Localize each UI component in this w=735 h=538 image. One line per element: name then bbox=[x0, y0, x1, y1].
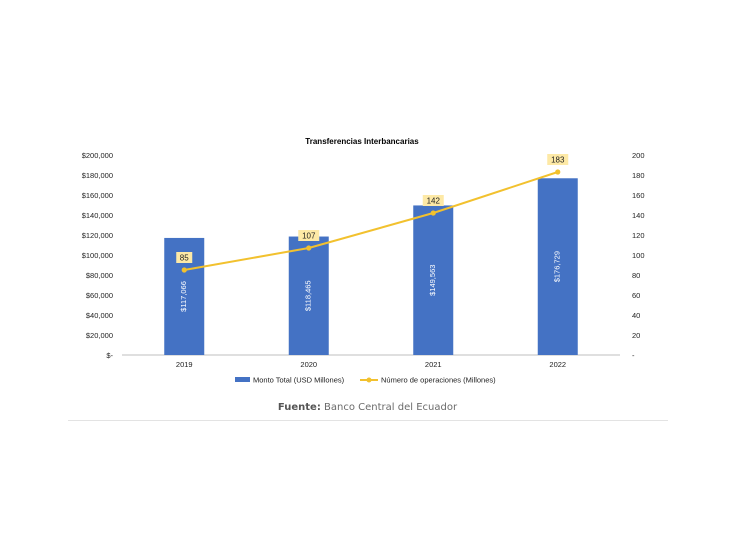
legend-label-bar: Monto Total (USD Millones) bbox=[253, 376, 345, 385]
y-left-tick-label: $60,000 bbox=[86, 291, 113, 300]
axes: $- $20,000 $40,000 $60,000 $80,000 $100,000 $1… bbox=[82, 151, 645, 369]
y-left-tick-label: $40,000 bbox=[86, 311, 113, 320]
x-tick-label: 2019 bbox=[176, 360, 193, 369]
y-left-tick-label: $180,000 bbox=[82, 171, 113, 180]
line-series: 85 107 142 183 bbox=[176, 154, 569, 273]
bar-data-label: $117,066 bbox=[179, 281, 188, 312]
y-right-tick-label: 40 bbox=[632, 311, 640, 320]
x-tick-label: 2022 bbox=[549, 360, 566, 369]
y-right-tick-label: 60 bbox=[632, 291, 640, 300]
bar bbox=[413, 205, 454, 355]
series-line bbox=[184, 171, 559, 271]
line-data-label-box bbox=[176, 252, 193, 263]
y-right-tick-label: 140 bbox=[632, 211, 645, 220]
y-left-tick-label: $160,000 bbox=[82, 191, 113, 200]
y-left-tick-label: $100,000 bbox=[82, 251, 113, 260]
line-point bbox=[181, 267, 187, 273]
source-note: Fuente: Banco Central del Ecuador bbox=[0, 402, 735, 413]
source-text: Banco Central del Ecuador bbox=[324, 402, 458, 413]
line-data-label-box bbox=[547, 154, 569, 165]
y-right-tick-label: 120 bbox=[632, 231, 645, 240]
legend: Monto Total (USD Millones) Número de oper… bbox=[235, 376, 496, 385]
y-left-tick-label: $- bbox=[106, 351, 113, 360]
y-left-tick-label: $120,000 bbox=[82, 231, 113, 240]
bar-series: $117,066 $118,465 $149,563 $176,729 bbox=[164, 178, 578, 355]
y-left-tick-label: $200,000 bbox=[82, 151, 113, 160]
chart-title: Transferencias Interbancarias bbox=[305, 137, 419, 146]
x-tick-label: 2021 bbox=[425, 360, 442, 369]
y-right-tick-label: 200 bbox=[632, 151, 645, 160]
y-right-tick-label: 180 bbox=[632, 171, 645, 180]
y-left-tick-label: $80,000 bbox=[86, 271, 113, 280]
bar-data-label: $176,729 bbox=[553, 251, 562, 282]
line-data-label: 107 bbox=[302, 232, 316, 241]
legend-swatch-marker bbox=[366, 377, 372, 383]
divider bbox=[68, 420, 668, 421]
line-point bbox=[555, 169, 561, 175]
bar-data-label: $149,563 bbox=[428, 265, 437, 296]
line-data-label-box bbox=[422, 195, 444, 206]
y-right-tick-label: 20 bbox=[632, 331, 640, 340]
y-right-tick-label: 80 bbox=[632, 271, 640, 280]
legend-label-line: Número de operaciones (Millones) bbox=[381, 376, 496, 385]
line-point bbox=[430, 210, 436, 216]
bar-data-label: $118,465 bbox=[304, 280, 313, 311]
bar bbox=[288, 236, 329, 355]
line-data-label: 85 bbox=[180, 254, 189, 263]
y-left-tick-label: $20,000 bbox=[86, 331, 113, 340]
bar bbox=[537, 178, 578, 355]
legend-swatch-bar bbox=[235, 377, 250, 382]
y-right-tick-label: 100 bbox=[632, 251, 645, 260]
y-right-tick-label: - bbox=[632, 351, 635, 360]
line-data-label: 183 bbox=[551, 156, 565, 165]
y-right-tick-label: 160 bbox=[632, 191, 645, 200]
source-label: Fuente: bbox=[277, 402, 321, 413]
x-tick-label: 2020 bbox=[300, 360, 317, 369]
y-left-tick-label: $140,000 bbox=[82, 211, 113, 220]
line-point bbox=[306, 245, 312, 251]
line-data-label-box bbox=[298, 230, 320, 241]
line-data-label: 142 bbox=[427, 197, 441, 206]
